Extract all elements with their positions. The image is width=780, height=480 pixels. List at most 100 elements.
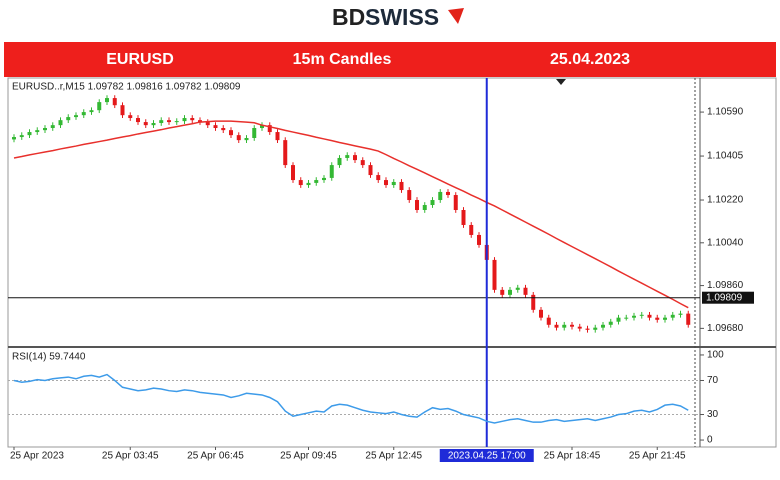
candle-body (593, 327, 598, 330)
candle-body (477, 234, 481, 245)
candle-body (670, 314, 675, 318)
y-tick-label: 1.09680 (707, 323, 744, 334)
candle-body (391, 181, 396, 186)
candle-body (515, 287, 520, 290)
logo-swiss: SWISS (365, 4, 439, 30)
candle-body (469, 224, 474, 235)
candle-body (399, 181, 404, 191)
candle-body (647, 314, 652, 318)
candle-body (19, 135, 24, 138)
candle-body (322, 177, 326, 181)
candle-body (58, 120, 63, 126)
header-timeframe: 15m Candles (293, 51, 392, 68)
candle-body (198, 120, 202, 123)
candle-body (624, 317, 629, 319)
rsi-info: RSI(14) 59.7440 (12, 352, 86, 363)
header-symbol: EURUSD (106, 51, 174, 68)
x-tick-label: 25 Apr 2023 (10, 451, 64, 462)
x-tick-label: 25 Apr 12:45 (365, 451, 422, 462)
candle-body (585, 328, 590, 330)
candle-body (213, 125, 218, 129)
candle-body (151, 123, 156, 126)
shift-marker (556, 79, 566, 85)
candle-body (353, 155, 357, 161)
candle-body (655, 317, 660, 320)
y-tick-label: 1.10040 (707, 237, 744, 248)
candle-body (275, 132, 280, 141)
x-tick-label: 25 Apr 09:45 (280, 451, 337, 462)
candle-body (190, 118, 195, 121)
candle-body (384, 180, 388, 186)
candle-body (143, 122, 148, 126)
y-tick-label: 1.10220 (707, 195, 744, 206)
moving-average (13, 120, 689, 309)
chart-frame (7, 77, 777, 448)
candle-body (229, 130, 233, 136)
candle-body (678, 313, 683, 315)
candle-body (554, 324, 559, 328)
candle-body (539, 309, 543, 318)
candle-body (500, 289, 505, 295)
candle-body (174, 121, 179, 123)
candle-body (508, 289, 512, 295)
candle-body (608, 321, 613, 325)
candle-body (639, 314, 644, 316)
candle-body (616, 317, 621, 322)
y-tick-label: 30 (707, 409, 719, 420)
x-tick-label: 25 Apr 03:45 (102, 451, 159, 462)
candle-body (686, 313, 691, 325)
candle-body (632, 315, 636, 318)
candle-body (283, 140, 288, 166)
candle-body (35, 130, 40, 133)
crosshair-label: 2023.04.25 17:00 (448, 451, 526, 462)
candle-body (136, 118, 140, 123)
candle-body (314, 180, 319, 183)
candle-body (663, 317, 667, 320)
logo-arrow (448, 8, 464, 24)
candle-body (236, 135, 241, 141)
y-tick-label: 1.10405 (707, 151, 744, 162)
x-tick-label: 25 Apr 06:45 (187, 451, 244, 462)
candle-body (453, 195, 458, 211)
candle-body (12, 137, 16, 140)
last-price-label: 1.09809 (706, 292, 743, 303)
crosshair-tag (439, 449, 534, 462)
candle-body (407, 190, 412, 201)
candle-body (531, 294, 536, 310)
candle-body (523, 287, 528, 295)
last-price-tag (702, 291, 754, 304)
logo-bd: BD (332, 4, 365, 30)
candle-body (128, 115, 133, 119)
candle-body (546, 317, 551, 325)
candle-body (438, 191, 443, 201)
candle-body (43, 128, 47, 131)
candle-body (167, 120, 171, 123)
candle-body (306, 182, 311, 186)
y-tick-label: 1.10590 (707, 107, 744, 118)
candle-body (562, 324, 567, 328)
candle-body (205, 122, 210, 126)
header-date: 25.04.2023 (550, 51, 630, 68)
y-tick-label: 0 (707, 435, 713, 446)
price-info: EURUSD..r,M15 1.09782 1.09816 1.09782 1.… (12, 82, 241, 93)
x-tick-label: 25 Apr 18:45 (544, 451, 601, 462)
candle-body (345, 155, 350, 158)
candle-body (244, 137, 249, 141)
candle-body (461, 210, 466, 225)
candle-body (252, 128, 257, 138)
candle-body (577, 326, 582, 329)
candle-body (298, 180, 303, 186)
candle-body (50, 125, 55, 129)
candle-body (74, 115, 78, 118)
candle-body (291, 165, 295, 181)
candle-body (89, 110, 94, 113)
candle-body (422, 205, 427, 211)
candle-body (159, 120, 164, 124)
candle-body (81, 112, 86, 116)
candle-body (260, 125, 264, 129)
candle-body (430, 200, 435, 206)
candle-body (376, 175, 381, 181)
candle-body (105, 98, 109, 103)
candle-body (446, 191, 450, 196)
